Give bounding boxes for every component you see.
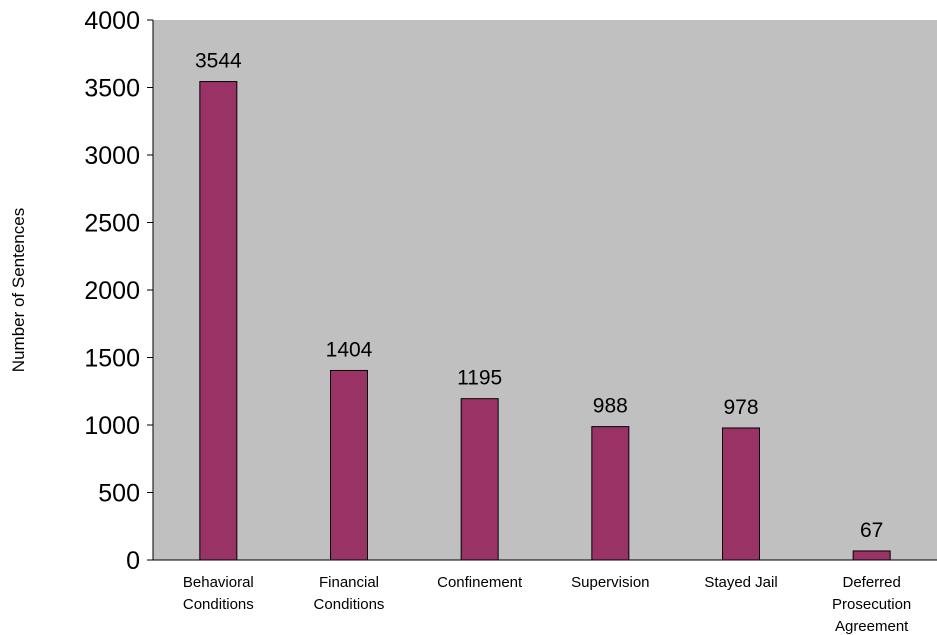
y-axis-ticks: 0 500 1000 1500 2000 2500 3000 3500 4000 xyxy=(84,7,153,575)
y-tick-label: 4000 xyxy=(84,7,140,35)
x-category-label: Confinement xyxy=(437,574,523,591)
bar-value-label: 67 xyxy=(860,519,883,542)
x-category-label: Deferred Prosecution Agreement xyxy=(832,574,911,635)
bar-value-label: 1195 xyxy=(457,367,502,390)
bar xyxy=(460,398,499,561)
y-tick-label: 0 xyxy=(126,547,140,575)
y-tick-label: 500 xyxy=(98,480,140,508)
x-category-label: Behavioral Conditions xyxy=(183,574,254,613)
category-labels: Behavioral Conditions Financial Conditions C… xyxy=(183,574,911,635)
bar-value-label: 978 xyxy=(723,396,758,419)
y-tick-label: 1500 xyxy=(84,345,140,373)
y-tick-label: 3000 xyxy=(84,142,140,170)
bar xyxy=(199,81,238,561)
y-tick-label: 2000 xyxy=(84,277,140,305)
bar-value-label: 3544 xyxy=(195,50,242,73)
x-category-label: Financial Conditions xyxy=(314,574,385,613)
x-category-label: Supervision xyxy=(571,574,649,591)
y-tick-label: 3500 xyxy=(84,75,140,103)
bar xyxy=(330,369,368,561)
data-labels: 3544 1404 1195 988 978 67 xyxy=(195,50,883,542)
bar xyxy=(591,426,630,561)
y-tick-label: 2500 xyxy=(84,210,140,238)
bar-value-label: 988 xyxy=(593,395,628,418)
y-axis-title: Number of Sentences xyxy=(9,208,28,372)
plot-area xyxy=(153,20,937,560)
bar-value-label: 1404 xyxy=(326,338,373,361)
x-category-label: Stayed Jail xyxy=(704,574,777,591)
bars xyxy=(199,81,891,561)
bar xyxy=(722,427,760,561)
bar xyxy=(852,550,891,561)
y-tick-label: 1000 xyxy=(84,412,140,440)
